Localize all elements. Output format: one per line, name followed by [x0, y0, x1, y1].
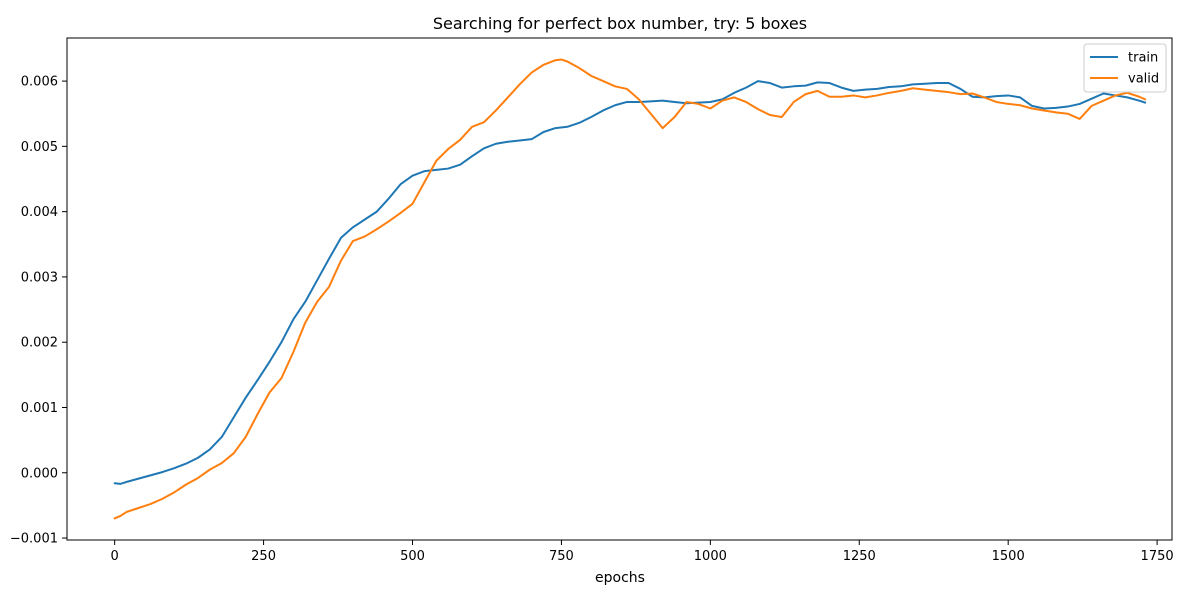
- x-tick-label: 1750: [1141, 549, 1174, 564]
- y-tick-label: 0.004: [21, 205, 58, 220]
- x-tick-label: 1000: [694, 549, 727, 564]
- y-tick-label: 0.006: [21, 75, 58, 90]
- y-tick-label: 0.003: [21, 270, 58, 285]
- y-tick-label: −0.001: [10, 532, 58, 547]
- legend: train valid: [1083, 43, 1167, 93]
- series-line-train: [113, 80, 1147, 485]
- x-tick-label: 1250: [843, 549, 876, 564]
- y-tick-label: 0.005: [21, 140, 58, 155]
- x-tick-label: 0: [111, 549, 119, 564]
- x-tick-label: 250: [251, 549, 276, 564]
- x-axis-label: epochs: [595, 570, 645, 586]
- legend-label-valid: valid: [1128, 72, 1159, 87]
- plot-area: 0 250 500 750 1000 1250 1500 1750 −0.001 0.000 0.0…: [10, 37, 1174, 564]
- legend-label-train: train: [1128, 51, 1158, 66]
- x-tick-label: 750: [549, 549, 574, 564]
- y-tick-label: 0.002: [21, 336, 58, 351]
- x-tick-label: 1500: [992, 549, 1025, 564]
- series-line-valid: [113, 58, 1147, 520]
- x-tick-label: 500: [400, 549, 425, 564]
- y-tick-label: 0.001: [21, 401, 58, 416]
- plot-frame: [66, 37, 1173, 541]
- y-tick-label: 0.000: [21, 466, 58, 481]
- chart-title: Searching for perfect box number, try: 5…: [433, 14, 807, 33]
